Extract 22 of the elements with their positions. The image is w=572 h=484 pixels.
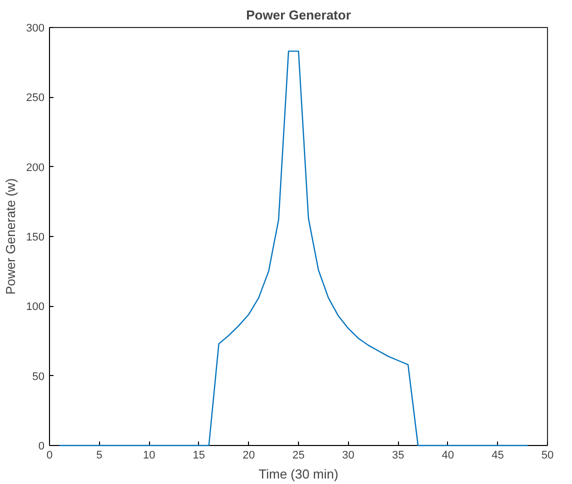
line-series [58,50,528,446]
x-tick-label: 0 [46,450,53,462]
y-tick-label: 50 [32,370,45,383]
chart-title: Power Generator [246,8,351,22]
y-tick-label: 150 [26,232,45,244]
x-tick-label: 25 [292,450,305,462]
x-tick-label: 45 [492,450,504,462]
x-tick-label: 40 [442,450,454,462]
y-tick-label: 100 [26,301,45,314]
y-tick-label: 200 [26,162,45,174]
y-tick-label: 0 [38,440,45,452]
y-tick-label: 250 [26,92,45,104]
x-tick-label: 50 [541,450,554,462]
x-tick-label: 20 [242,450,255,462]
x-tick-label: 30 [342,450,354,462]
y-axis-title: Power Generate (w) [3,178,18,295]
x-tick-label: 15 [192,450,206,462]
x-tick-label: 5 [96,450,102,462]
x-tick-label: 10 [142,450,156,462]
x-axis-title: Time (30 min) [258,466,338,482]
x-tick-label: 35 [392,450,404,462]
y-tick-label: 300 [26,22,45,34]
